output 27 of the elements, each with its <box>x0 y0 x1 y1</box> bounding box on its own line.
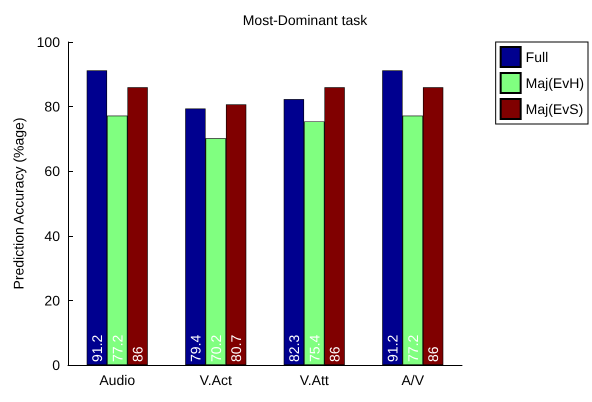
y-tick-label: 40 <box>44 228 60 244</box>
chart-title: Most-Dominant task <box>242 12 368 28</box>
data-label: 86 <box>130 346 146 362</box>
data-label: 82.3 <box>286 334 302 362</box>
data-label: 77.2 <box>109 334 126 362</box>
data-label: 70.2 <box>208 334 224 362</box>
data-label: 80.7 <box>228 334 244 362</box>
data-label: 91.2 <box>384 334 400 362</box>
y-tick-label: 100 <box>36 34 60 50</box>
x-tick-label: V.Act <box>200 372 232 388</box>
x-tick-label: Audio <box>99 372 136 388</box>
y-tick-label: 60 <box>44 163 60 180</box>
legend-label: Maj(EvH) <box>526 75 584 91</box>
data-label: 86 <box>425 346 442 362</box>
y-tick-label: 80 <box>44 98 60 115</box>
legend-label: Full <box>526 49 548 65</box>
data-label: 86 <box>326 346 343 362</box>
x-tick-label: A/V <box>401 372 425 388</box>
data-label: 77.2 <box>404 334 421 362</box>
data-label: 75.4 <box>306 334 322 362</box>
y-axis-title: Prediction Accuracy (%age) <box>10 118 27 290</box>
y-tick-label: 20 <box>44 292 60 308</box>
data-label: 91.2 <box>88 334 105 362</box>
data-label: 79.4 <box>187 334 204 362</box>
y-tick-label: 0 <box>52 357 60 373</box>
legend-label: Maj(EvS) <box>526 101 584 117</box>
x-tick-label: V.Att <box>300 372 329 388</box>
